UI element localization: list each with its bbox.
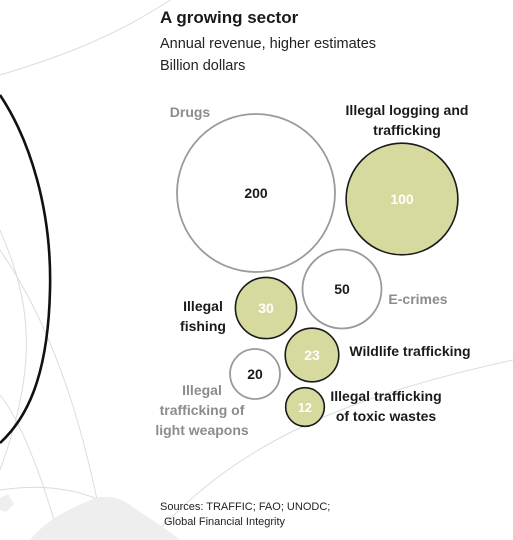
landmass-shape <box>0 494 14 512</box>
bubble-value-e-crimes: 50 <box>334 281 350 297</box>
sources-line: Sources: TRAFFIC; FAO; UNODC; <box>160 501 331 513</box>
bubble-label-drugs: Drugs <box>170 104 211 120</box>
meridian-line <box>0 394 61 540</box>
bubble-illegal-trafficking-of-light-weapons <box>229 348 281 400</box>
bubble-label-illegal-trafficking-of-toxic-wastes: Illegal trafficking of toxic wastes <box>330 388 441 424</box>
bubble-value-wildlife-trafficking: 23 <box>304 347 320 363</box>
bubble-illegal-logging-and-trafficking <box>345 142 459 256</box>
bubble-drugs <box>176 113 336 273</box>
meridian-line <box>0 0 171 76</box>
bubble-label-illegal-trafficking-of-light-weapons: Illegal trafficking of light weapons <box>155 382 249 438</box>
globe-outline <box>0 94 52 444</box>
sources-line: Global Financial Integrity <box>164 516 286 528</box>
bubble-label-e-crimes: E-crimes <box>388 291 447 307</box>
bubble-e-crimes <box>301 248 383 330</box>
bubble-label-wildlife-trafficking: Wildlife trafficking <box>349 343 470 359</box>
bubble-wildlife-trafficking <box>284 327 340 383</box>
sources-note: Sources: TRAFFIC; FAO; UNODC; Global Fin… <box>160 500 330 530</box>
bubble-value-drugs: 200 <box>244 185 268 201</box>
bubble-value-illegal-fishing: 30 <box>258 300 274 316</box>
chart-subtitle: Annual revenue, higher estimates <box>160 36 377 52</box>
bubble-value-illegal-logging-and-trafficking: 100 <box>390 191 414 207</box>
bubble-value-illegal-trafficking-of-toxic-wastes: 12 <box>298 401 312 415</box>
unit-label: Billion dollars <box>160 58 246 74</box>
bubble-illegal-trafficking-of-toxic-wastes <box>284 386 326 428</box>
chart-title: A growing sector <box>160 8 299 27</box>
bubble-value-illegal-trafficking-of-light-weapons: 20 <box>247 366 263 382</box>
parallel-line <box>149 359 513 540</box>
landmass-shape <box>30 496 180 540</box>
bubble-label-illegal-fishing: Illegal fishing <box>180 298 226 334</box>
bubble-illegal-fishing <box>234 276 298 340</box>
bubble-label-illegal-logging-and-trafficking: Illegal logging and trafficking <box>346 102 469 138</box>
meridian-line <box>0 249 106 540</box>
